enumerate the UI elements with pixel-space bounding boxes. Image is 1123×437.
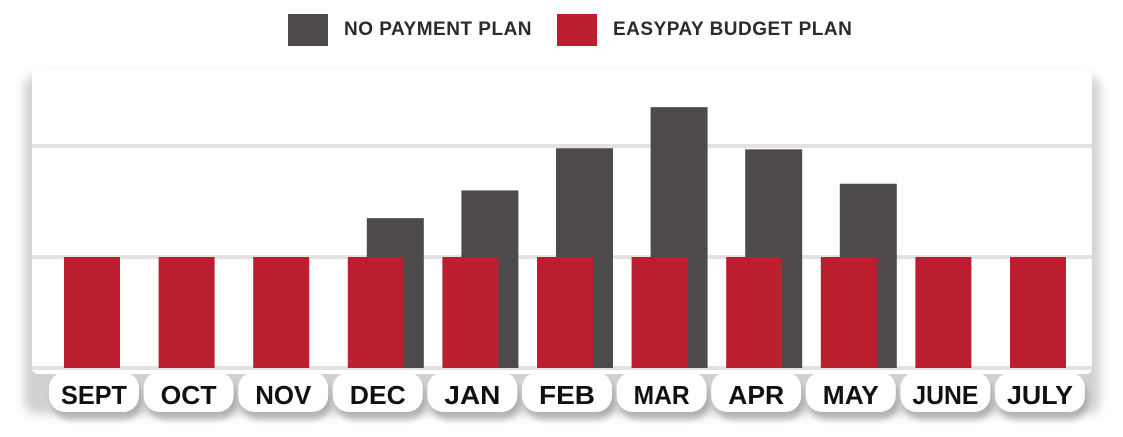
category-tab-nov — [238, 372, 329, 412]
category-label-july: JULY — [1007, 380, 1073, 410]
category-tab-sept — [49, 372, 139, 412]
category-tab-june — [900, 372, 991, 412]
legend-label-no-payment-plan: NO PAYMENT PLAN — [344, 19, 533, 40]
category-label-june: JUNE — [912, 380, 978, 410]
category-label-jan: JAN — [444, 380, 500, 410]
bar-easypay-oct — [158, 257, 215, 368]
series-easypay-budget-plan — [64, 257, 1066, 368]
category-label-mar: MAR — [634, 380, 690, 410]
category-label-nov: NOV — [255, 380, 312, 410]
category-tab-oct — [143, 372, 234, 412]
category-tab-may — [805, 372, 896, 412]
bar-easypay-july — [1010, 257, 1066, 368]
legend-swatch-easypay-budget-plan — [557, 14, 597, 46]
legend-label-easypay-budget-plan: EASYPAY BUDGET PLAN — [613, 19, 853, 40]
bar-easypay-nov — [253, 257, 310, 368]
bar-easypay-dec — [347, 257, 404, 368]
category-label-may: MAY — [823, 380, 879, 410]
category-label-oct: OCT — [161, 380, 217, 410]
category-tab-july — [995, 372, 1085, 412]
legend-item-no-payment-plan: NO PAYMENT PLAN — [288, 14, 532, 46]
gridline — [32, 144, 1092, 148]
category-labels: SEPT OCT NOV DEC JAN FEB MAR APR MAY JUNE JULY — [49, 372, 1088, 420]
category-label-feb: FEB — [539, 380, 595, 410]
category-label-dec: DEC — [350, 380, 406, 410]
chart-legend: NO PAYMENT PLAN EASYPAY BUDGET PLAN — [0, 0, 1123, 64]
category-tab-feb — [522, 372, 612, 412]
bar-easypay-june — [915, 257, 972, 368]
legend-item-easypay-budget-plan: EASYPAY BUDGET PLAN — [557, 14, 852, 46]
legend-swatch-no-payment-plan — [288, 14, 328, 46]
category-tab-mar — [616, 372, 707, 412]
bar-easypay-jan — [442, 257, 499, 368]
bar-easypay-may — [820, 257, 877, 368]
category-tab-dec — [332, 372, 423, 412]
category-tab-jan — [427, 372, 518, 412]
category-label-apr: APR — [728, 380, 784, 410]
bar-easypay-sept — [64, 257, 120, 368]
bar-easypay-feb — [537, 257, 593, 368]
category-tab-apr — [711, 372, 802, 412]
bar-easypay-apr — [726, 257, 783, 368]
category-label-sept: SEPT — [61, 380, 127, 410]
bar-easypay-mar — [631, 257, 688, 368]
